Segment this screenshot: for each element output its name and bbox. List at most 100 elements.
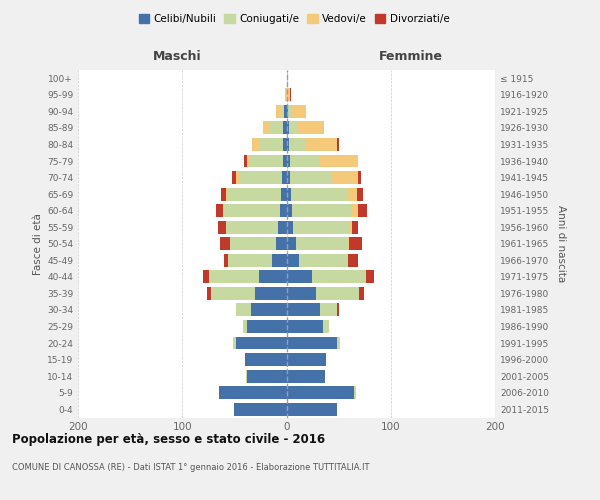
Bar	[246, 370, 247, 382]
Bar	[287, 336, 337, 349]
Bar	[228, 254, 272, 267]
Bar	[347, 188, 358, 200]
Bar	[245, 353, 287, 366]
Bar	[348, 238, 349, 250]
Bar	[287, 105, 292, 118]
Bar	[290, 188, 347, 200]
Bar	[354, 386, 356, 399]
Bar	[289, 138, 305, 151]
Bar	[287, 122, 289, 134]
Bar	[323, 320, 329, 333]
Bar	[366, 270, 374, 283]
Bar	[244, 154, 247, 168]
Bar	[235, 336, 236, 349]
Bar	[276, 105, 281, 118]
Bar	[247, 370, 287, 382]
Bar	[287, 320, 323, 333]
Bar	[287, 403, 337, 415]
Bar	[352, 220, 358, 234]
Bar	[348, 254, 358, 267]
Bar	[250, 154, 283, 168]
Bar	[278, 220, 287, 234]
Bar	[255, 287, 287, 300]
Bar	[211, 287, 255, 300]
Legend: Celibi/Nubili, Coniugati/e, Vedovi/e, Divorziati/e: Celibi/Nubili, Coniugati/e, Vedovi/e, Di…	[134, 10, 454, 29]
Bar	[226, 220, 278, 234]
Bar	[358, 204, 367, 217]
Bar	[287, 287, 316, 300]
Bar	[287, 204, 292, 217]
Bar	[276, 238, 287, 250]
Bar	[287, 171, 290, 184]
Bar	[319, 154, 358, 168]
Bar	[281, 188, 287, 200]
Bar	[272, 254, 287, 267]
Bar	[296, 238, 348, 250]
Bar	[352, 204, 358, 217]
Bar	[215, 204, 223, 217]
Bar	[358, 188, 362, 200]
Bar	[263, 122, 269, 134]
Bar	[287, 353, 326, 366]
Bar	[286, 88, 287, 102]
Bar	[316, 287, 359, 300]
Bar	[251, 304, 287, 316]
Bar	[218, 220, 226, 234]
Bar	[220, 238, 230, 250]
Bar	[207, 287, 211, 300]
Bar	[236, 304, 251, 316]
Bar	[287, 386, 354, 399]
Bar	[233, 336, 235, 349]
Bar	[236, 336, 287, 349]
Bar	[337, 304, 338, 316]
Bar	[287, 138, 289, 151]
Bar	[305, 138, 337, 151]
Bar	[337, 336, 340, 349]
Bar	[236, 171, 239, 184]
Text: COMUNE DI CANOSSA (RE) - Dati ISTAT 1° gennaio 2016 - Elaborazione TUTTITALIA.IT: COMUNE DI CANOSSA (RE) - Dati ISTAT 1° g…	[12, 462, 370, 471]
Bar	[283, 154, 287, 168]
Bar	[247, 154, 250, 168]
Bar	[320, 304, 337, 316]
Bar	[287, 304, 320, 316]
Bar	[292, 105, 307, 118]
Bar	[287, 88, 290, 102]
Bar	[287, 188, 290, 200]
Bar	[287, 370, 325, 382]
Bar	[283, 171, 287, 184]
Bar	[259, 270, 287, 283]
Bar	[219, 386, 287, 399]
Bar	[287, 220, 293, 234]
Bar	[287, 238, 296, 250]
Bar	[224, 254, 228, 267]
Bar	[226, 188, 227, 200]
Bar	[347, 254, 348, 267]
Bar	[227, 188, 281, 200]
Text: Maschi: Maschi	[152, 50, 202, 62]
Bar	[283, 122, 287, 134]
Bar	[290, 154, 319, 168]
Bar	[311, 270, 366, 283]
Bar	[349, 220, 352, 234]
Bar	[247, 320, 287, 333]
Bar	[287, 154, 290, 168]
Bar	[297, 122, 324, 134]
Bar	[252, 138, 260, 151]
Bar	[260, 138, 283, 151]
Bar	[349, 238, 362, 250]
Bar	[269, 122, 283, 134]
Bar	[230, 238, 276, 250]
Bar	[289, 122, 297, 134]
Bar	[292, 204, 352, 217]
Bar	[221, 188, 226, 200]
Bar	[337, 138, 338, 151]
Y-axis label: Anni di nascita: Anni di nascita	[556, 205, 566, 282]
Bar	[232, 171, 236, 184]
Bar	[203, 270, 209, 283]
Bar	[290, 171, 331, 184]
Bar	[223, 204, 280, 217]
Text: Popolazione per età, sesso e stato civile - 2016: Popolazione per età, sesso e stato civil…	[12, 432, 325, 446]
Bar	[239, 171, 283, 184]
Text: Femmine: Femmine	[379, 50, 443, 62]
Bar	[284, 105, 287, 118]
